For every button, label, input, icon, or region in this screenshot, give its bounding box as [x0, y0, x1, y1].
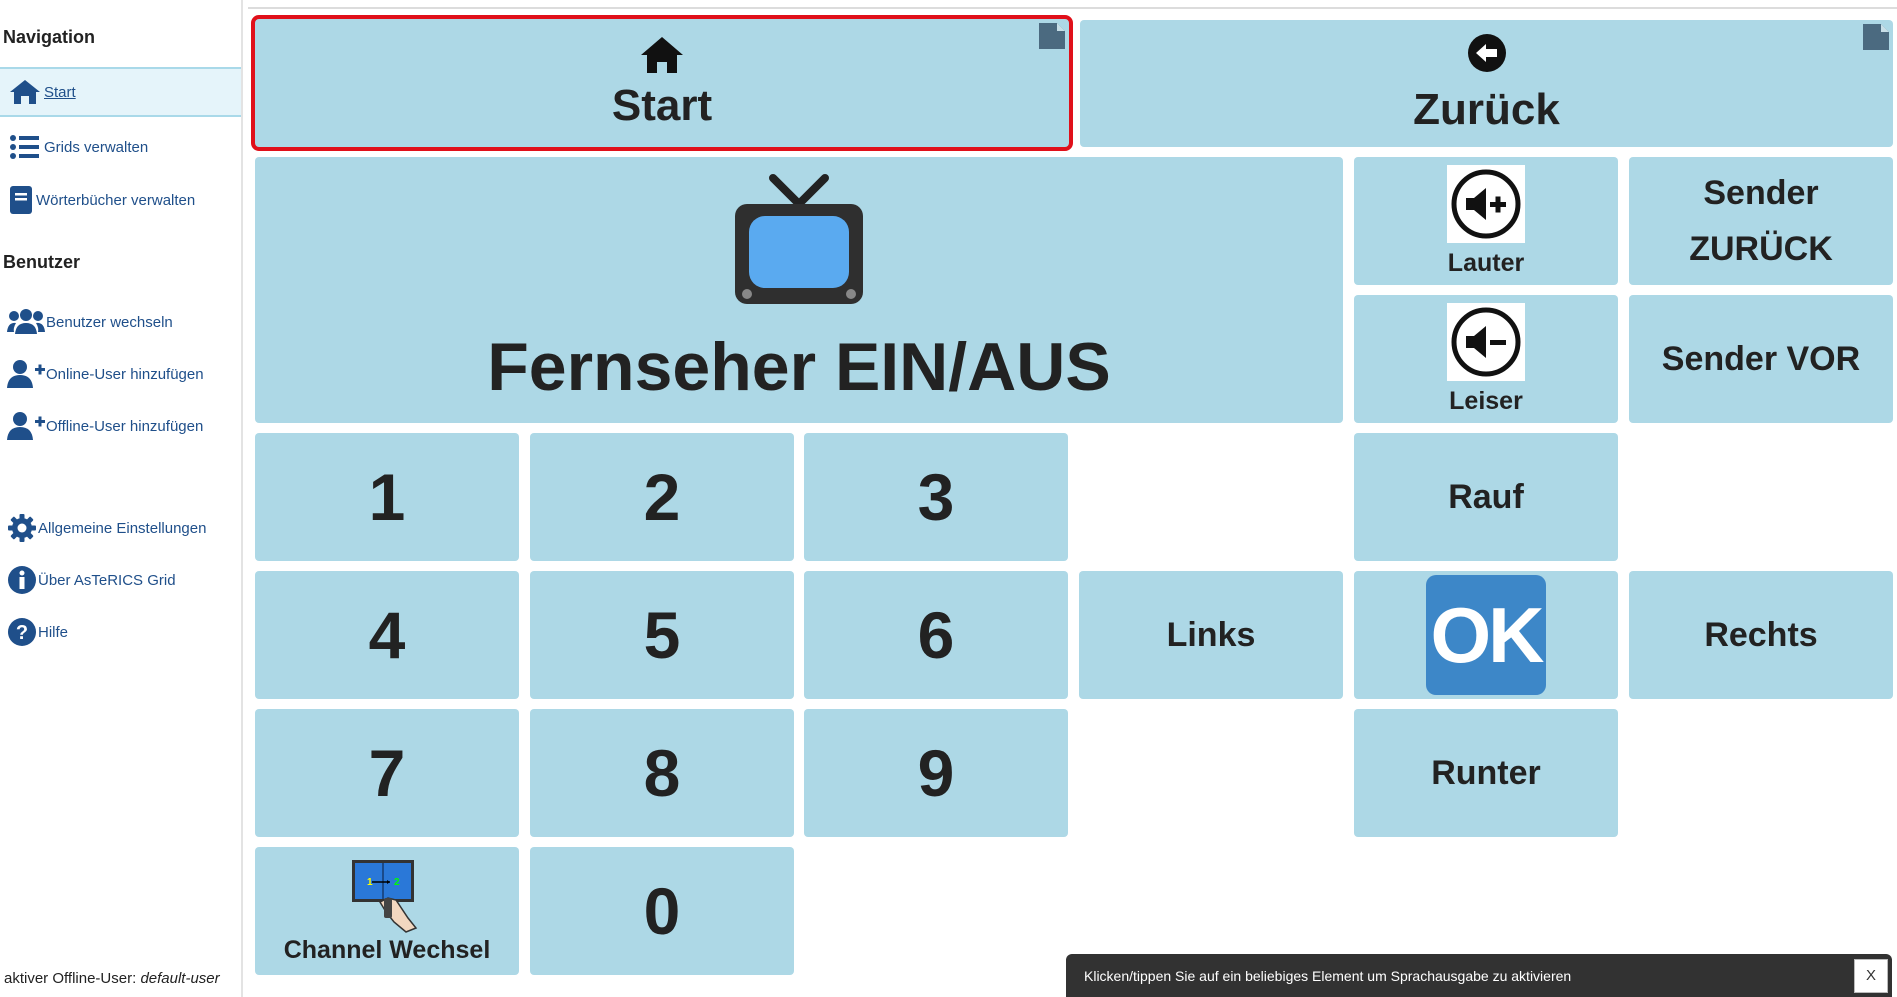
sender-back-button[interactable]: Sender ZURÜCK	[1629, 157, 1893, 285]
sidebar-item-label: Start	[44, 83, 76, 101]
louder-button[interactable]: Lauter	[1354, 157, 1618, 285]
svg-text:2: 2	[394, 877, 400, 888]
number-label: 1	[368, 460, 406, 534]
book-icon	[6, 185, 36, 215]
volume-up-tile	[1447, 164, 1525, 243]
sender-next-label: Sender VOR	[1661, 339, 1861, 378]
sidebar-item-help[interactable]: ? Hilfe	[0, 607, 241, 657]
number-label: 4	[368, 598, 406, 672]
user-plus-icon	[6, 411, 46, 441]
number-label: 3	[917, 460, 955, 534]
toast-close-button[interactable]: X	[1854, 958, 1888, 993]
right-label: Rechts	[1704, 615, 1818, 654]
start-label: Start	[611, 81, 713, 130]
sidebar-item-label: Über AsTeRICS Grid	[38, 571, 176, 589]
sidebar-item-start[interactable]: Start	[0, 67, 241, 117]
svg-text:1: 1	[367, 877, 373, 888]
number-4-button[interactable]: 4	[255, 571, 519, 699]
number-1-button[interactable]: 1	[255, 433, 519, 561]
quieter-button[interactable]: Leiser	[1354, 295, 1618, 423]
sidebar: Navigation Start Grids verwalten Wörterb…	[0, 0, 243, 997]
arrow-left-circle-icon	[1467, 33, 1506, 72]
gear-icon	[6, 513, 38, 543]
right-button[interactable]: Rechts	[1629, 571, 1893, 699]
info-icon	[6, 565, 38, 595]
ok-button[interactable]: OK	[1354, 571, 1618, 699]
volume-up-icon	[1451, 169, 1521, 238]
user-heading: Benutzer	[3, 252, 81, 272]
number-label: 7	[368, 736, 406, 810]
back-label: Zurück	[1413, 84, 1560, 134]
active-user-footer: aktiver Offline-User: default-user	[4, 970, 220, 987]
number-7-button[interactable]: 7	[255, 709, 519, 837]
number-label: 8	[643, 736, 681, 810]
sender-next-button[interactable]: Sender VOR	[1629, 295, 1893, 423]
sidebar-item-label: Grids verwalten	[44, 138, 149, 156]
tv-label: Fernseher EIN/AUS	[487, 329, 1111, 405]
sidebar-item-label: Offline-User hinzufügen	[46, 417, 204, 435]
ok-tile: OK	[1426, 575, 1546, 695]
number-2-button[interactable]: 2	[530, 433, 794, 561]
user-plus-icon	[6, 359, 46, 389]
sender-back-label-line2: ZURÜCK	[1689, 230, 1833, 268]
tv-icon	[735, 174, 863, 304]
sidebar-item-label: Benutzer wechseln	[46, 313, 173, 331]
down-button[interactable]: Runter	[1354, 709, 1618, 837]
channel-change-label: Channel Wechsel	[283, 935, 491, 964]
number-label: 0	[643, 874, 681, 948]
number-5-button[interactable]: 5	[530, 571, 794, 699]
list-icon	[6, 132, 44, 162]
note-icon	[1863, 24, 1889, 50]
louder-label: Lauter	[1447, 248, 1525, 277]
back-button[interactable]: Zurück	[1080, 20, 1893, 147]
up-label: Rauf	[1448, 477, 1524, 516]
number-label: 5	[643, 598, 681, 672]
tv-power-button[interactable]: Fernseher EIN/AUS	[255, 157, 1343, 423]
sidebar-item-add-offline-user[interactable]: Offline-User hinzufügen	[0, 401, 241, 451]
number-9-button[interactable]: 9	[804, 709, 1068, 837]
sidebar-item-label: Online-User hinzufügen	[46, 365, 204, 383]
help-icon: ?	[6, 617, 38, 647]
number-label: 2	[643, 460, 681, 534]
navigation-heading: Navigation	[3, 27, 96, 47]
toast-message: Klicken/tippen Sie auf ein beliebiges El…	[1084, 967, 1572, 984]
quieter-label: Leiser	[1449, 386, 1523, 415]
sender-back-label-line1: Sender	[1703, 174, 1819, 212]
users-icon	[6, 307, 46, 337]
sidebar-item-label: Wörterbücher verwalten	[36, 191, 196, 209]
sidebar-item-dictionaries[interactable]: Wörterbücher verwalten	[0, 175, 241, 225]
sidebar-item-add-online-user[interactable]: Online-User hinzufügen	[0, 349, 241, 399]
home-icon	[641, 37, 683, 73]
sidebar-item-label: Hilfe	[38, 623, 69, 641]
number-3-button[interactable]: 3	[804, 433, 1068, 561]
note-icon	[1039, 23, 1065, 49]
speech-activation-toast: Klicken/tippen Sie auf ein beliebiges El…	[1066, 954, 1892, 997]
footer-prefix: aktiver Offline-User:	[4, 970, 141, 987]
sidebar-item-settings[interactable]: Allgemeine Einstellungen	[0, 503, 241, 553]
sidebar-item-label: Allgemeine Einstellungen	[38, 519, 207, 537]
svg-text:?: ?	[16, 622, 28, 644]
left-button[interactable]: Links	[1079, 571, 1343, 699]
start-button[interactable]: Start	[251, 15, 1073, 151]
sidebar-item-grids[interactable]: Grids verwalten	[0, 122, 241, 172]
number-8-button[interactable]: 8	[530, 709, 794, 837]
left-label: Links	[1166, 615, 1256, 654]
up-button[interactable]: Rauf	[1354, 433, 1618, 561]
volume-down-tile	[1447, 302, 1525, 381]
down-label: Runter	[1431, 753, 1541, 792]
number-6-button[interactable]: 6	[804, 571, 1068, 699]
volume-down-icon	[1451, 307, 1521, 376]
top-divider	[248, 7, 1897, 9]
number-label: 6	[917, 598, 955, 672]
sidebar-item-switch-user[interactable]: Benutzer wechseln	[0, 297, 241, 347]
home-icon	[6, 77, 44, 107]
footer-username: default-user	[140, 970, 220, 987]
number-label: 9	[917, 736, 955, 810]
sidebar-item-about[interactable]: Über AsTeRICS Grid	[0, 555, 241, 605]
number-0-button[interactable]: 0	[530, 847, 794, 975]
